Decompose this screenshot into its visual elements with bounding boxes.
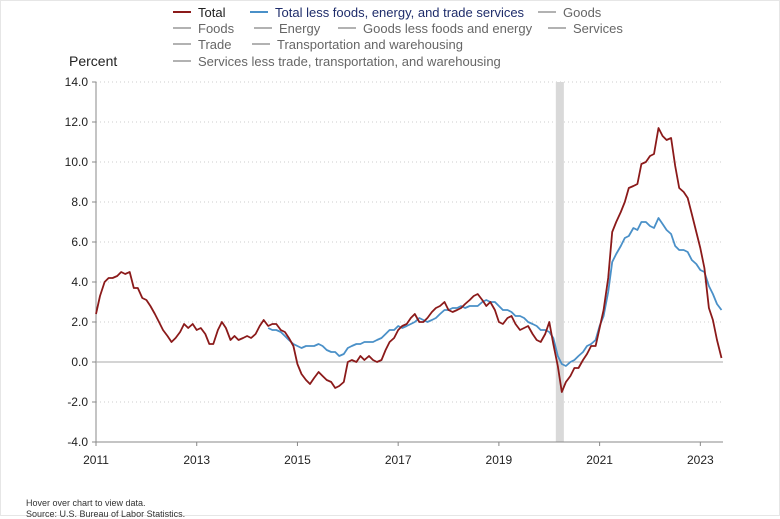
gridlines [96, 81, 723, 403]
legend-item[interactable]: Total [173, 5, 226, 20]
legend-item[interactable]: Foods [173, 21, 235, 36]
recession-bar [555, 82, 564, 442]
x-tick-label: 2019 [486, 453, 513, 467]
hover-hint: Hover over chart to view data. [26, 498, 146, 508]
legend[interactable]: Total Total less foods, energy, and trade… [173, 5, 623, 69]
legend-item[interactable]: Goods less foods and energy [338, 21, 533, 36]
series-lines[interactable] [95, 127, 723, 393]
legend-label: Total [198, 5, 226, 20]
y-tick-label: 0.0 [71, 355, 88, 369]
y-tick-label: 12.0 [65, 115, 89, 129]
y-tick-label: 8.0 [71, 195, 88, 209]
legend-item[interactable]: Energy [254, 21, 321, 36]
y-tick-label: 14.0 [65, 75, 89, 89]
recession-shading [555, 82, 564, 442]
legend-label: Total less foods, energy, and trade serv… [275, 5, 525, 20]
legend-item[interactable]: Total less foods, energy, and trade serv… [250, 5, 525, 20]
x-axis-ticks: 2011 2013 2015 2017 2019 2021 2023 [83, 442, 714, 467]
x-tick-label: 2011 [83, 453, 109, 467]
x-tick-label: 2017 [385, 453, 412, 467]
y-tick-label: -2.0 [67, 395, 88, 409]
y-axis-ticks: -4.0 -2.0 0.0 2.0 4.0 6.0 8.0 10.0 12.0 14.0 [65, 75, 96, 449]
y-tick-label: 2.0 [71, 315, 88, 329]
y-tick-label: -4.0 [67, 435, 88, 449]
y-axis-label: Percent [69, 53, 117, 69]
source-note: Source: U.S. Bureau of Labor Statistics. [26, 509, 186, 519]
x-tick-label: 2021 [586, 453, 613, 467]
legend-label: Trade [198, 37, 231, 52]
legend-label: Goods [563, 5, 602, 20]
x-tick-label: 2015 [284, 453, 311, 467]
series-line[interactable] [267, 217, 723, 367]
legend-item[interactable]: Transportation and warehousing [252, 37, 463, 52]
y-tick-label: 10.0 [65, 155, 89, 169]
x-tick-label: 2013 [183, 453, 210, 467]
legend-item[interactable]: Goods [538, 5, 602, 20]
y-tick-label: 6.0 [71, 235, 88, 249]
x-tick-label: 2023 [687, 453, 714, 467]
legend-item[interactable]: Services less trade, transportation, and… [173, 54, 501, 69]
legend-label: Transportation and warehousing [277, 37, 463, 52]
y-tick-label: 4.0 [71, 275, 88, 289]
series-line[interactable] [95, 127, 723, 393]
legend-item[interactable]: Services [548, 21, 623, 36]
legend-label: Goods less foods and energy [363, 21, 533, 36]
axes [95, 82, 723, 443]
legend-label: Foods [198, 21, 235, 36]
legend-label: Services less trade, transportation, and… [198, 54, 501, 69]
legend-item[interactable]: Trade [173, 37, 231, 52]
legend-label: Energy [279, 21, 321, 36]
legend-label: Services [573, 21, 623, 36]
